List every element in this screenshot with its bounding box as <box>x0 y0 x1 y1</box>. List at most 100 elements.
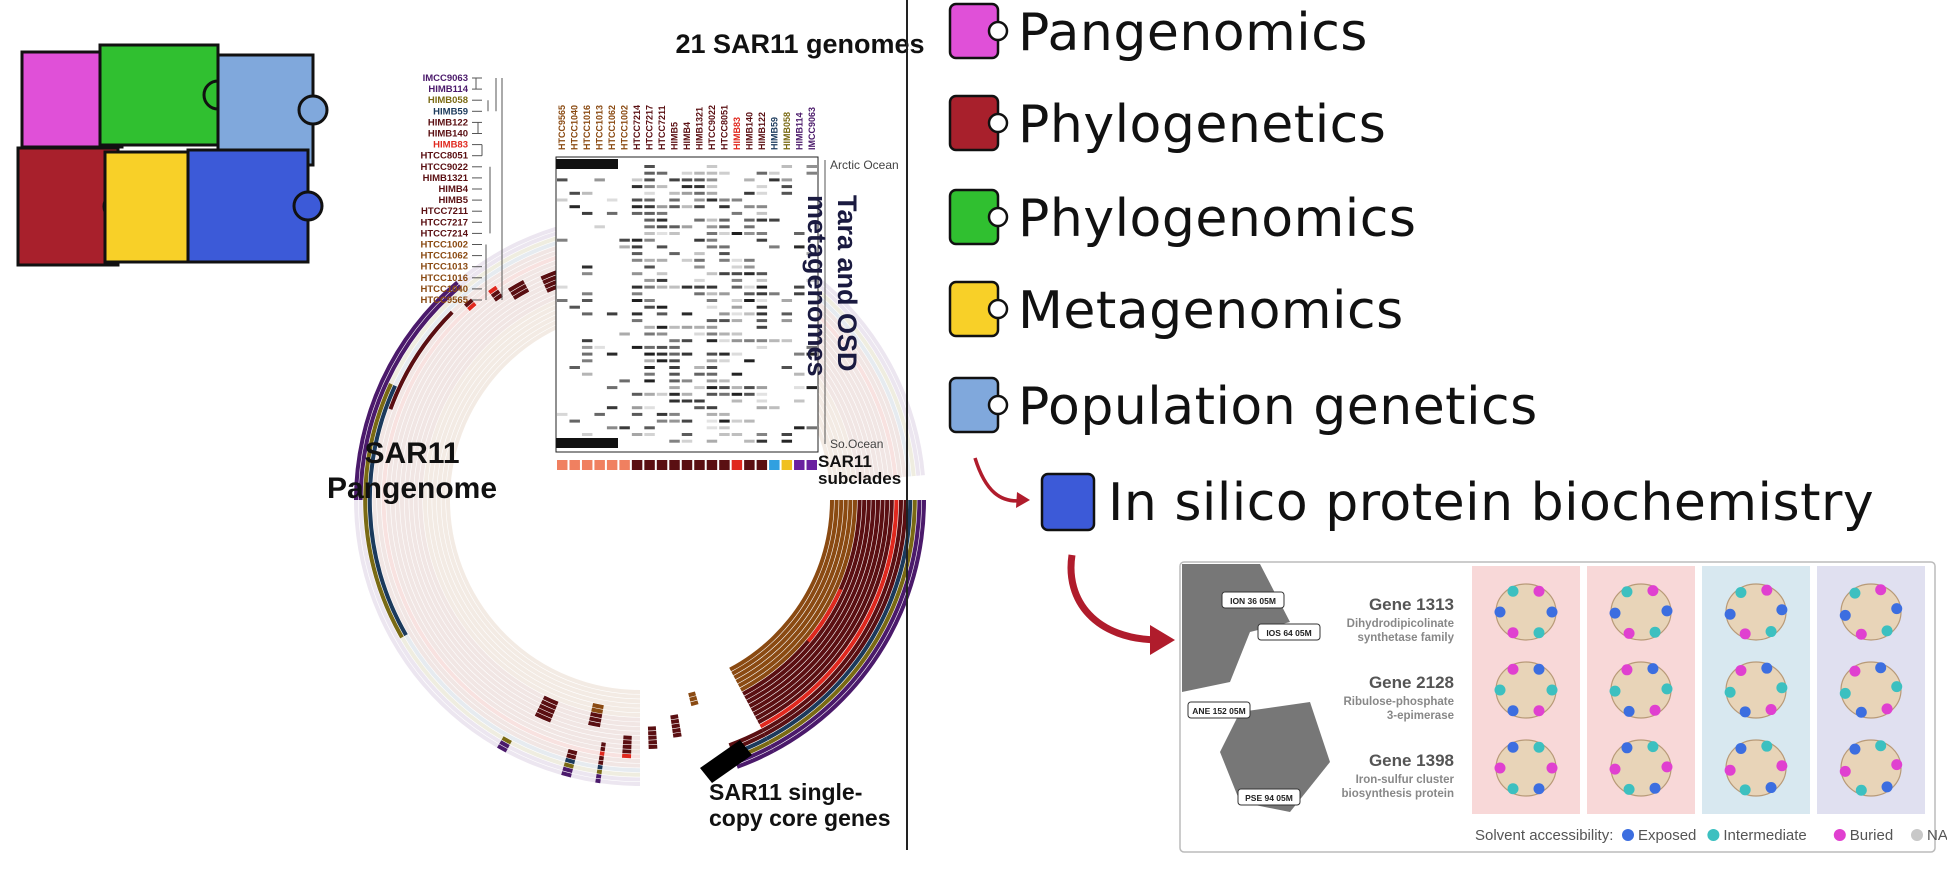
subclade-cell <box>606 460 618 470</box>
heatmap-cell <box>719 312 730 316</box>
heatmap-cell <box>631 312 643 316</box>
heatmap-cell <box>706 299 718 302</box>
heatmap-cell <box>656 225 668 229</box>
residue-sphere <box>1661 683 1673 695</box>
residue-sphere <box>1507 627 1519 639</box>
heatmap-cell <box>644 198 655 202</box>
heatmap-cell <box>731 285 743 289</box>
heatmap-cell <box>694 366 705 369</box>
residue-sphere <box>1621 742 1633 754</box>
heatmap-cell <box>719 392 730 396</box>
residue-sphere <box>1533 741 1545 753</box>
heatmap-cell <box>606 211 618 215</box>
heatmap-cell <box>756 218 768 222</box>
heatmap-cell <box>669 412 680 416</box>
pangenome-block <box>622 749 632 754</box>
heatmap-cell <box>681 392 693 396</box>
heatmap-cell <box>681 171 693 175</box>
heatmap-cell <box>631 319 643 323</box>
pangenome-block <box>490 289 501 298</box>
southern-ocean-label: So.Ocean <box>830 437 883 451</box>
gene-description: synthetase family <box>1357 632 1454 644</box>
subclades-label: SAR11 subclades <box>818 452 901 488</box>
heatmap-cell <box>669 372 680 376</box>
residue-sphere <box>1739 706 1751 718</box>
heatmap-cell <box>744 258 755 262</box>
heatmap-cell <box>694 372 705 376</box>
heatmap-cell <box>781 185 793 189</box>
heatmap-cell <box>806 426 817 430</box>
heatmap-cell <box>631 412 643 416</box>
heatmap-cell <box>669 252 680 256</box>
residue-sphere <box>1776 604 1788 616</box>
heatmap-cell <box>644 278 655 282</box>
genome-label: HIMB058 <box>428 95 468 106</box>
subclade-cell <box>794 460 805 470</box>
genome-label: HTCC1013 <box>420 262 468 273</box>
heatmap-cell <box>669 191 680 195</box>
heatmap-cell <box>719 433 730 436</box>
pangenome-title: SAR11 Pangenome <box>327 437 497 505</box>
column-genome-label: HTCC1040 <box>570 105 580 150</box>
pangenome-block <box>748 500 876 708</box>
heatmap-cell <box>669 366 680 369</box>
column-genome-label: HIMB058 <box>782 112 792 150</box>
protein-structure-panel: ION 36 05M IOS 64 05M ANE 152 05M PSE 94 05… <box>1179 561 1947 853</box>
heatmap-cell <box>794 399 805 403</box>
pangenome-block <box>540 270 558 281</box>
heatmap-cell <box>631 258 643 262</box>
heatmap-cell <box>781 312 793 316</box>
pangenome-block <box>737 500 853 688</box>
residue-sphere <box>1546 762 1558 774</box>
heatmap-cell <box>706 171 718 175</box>
heatmap-cell <box>719 232 730 235</box>
accessibility-label: Exposed <box>1638 827 1696 844</box>
pangenome-block <box>536 707 554 719</box>
residue-sphere <box>1533 627 1545 639</box>
genome-label: HIMB122 <box>428 117 468 128</box>
heatmap-cell <box>581 352 593 356</box>
heatmap-cell <box>719 339 730 343</box>
pangenome-block <box>735 500 848 684</box>
residue-sphere <box>1735 586 1747 598</box>
residue-sphere <box>1533 705 1545 717</box>
residue-sphere <box>1765 704 1777 716</box>
residue-sphere <box>1839 687 1851 699</box>
subclade-cell <box>744 460 755 470</box>
pangenome-block <box>588 720 601 728</box>
gene-description: 3-epimerase <box>1387 710 1454 722</box>
heatmap-cell <box>781 366 793 369</box>
subclade-cell <box>681 460 693 470</box>
genome-label: HTCC9022 <box>420 162 468 173</box>
heatmap-cell <box>756 345 768 349</box>
heatmap-cell <box>644 345 655 349</box>
heatmap-cell <box>644 285 655 289</box>
pangenome-block <box>736 748 775 769</box>
subclade-cell <box>806 460 817 470</box>
heatmap-cell <box>706 238 718 242</box>
genome-label: HIMB114 <box>428 84 468 95</box>
heatmap-cell <box>706 245 718 249</box>
heatmap-cell <box>719 218 730 222</box>
pangenome-block <box>596 769 603 775</box>
heatmap-cell <box>756 433 768 436</box>
heatmap-cell <box>719 245 730 249</box>
heatmap-cell <box>756 278 768 282</box>
heatmap-cell <box>681 285 693 289</box>
residue-sphere <box>1881 781 1893 793</box>
legend-item-phylogenetics: Phylogenetics <box>1018 95 1386 155</box>
heatmap-cell <box>656 258 668 262</box>
heatmap-cell <box>719 205 730 209</box>
pangenome-block <box>622 740 632 745</box>
heatmap-cell <box>656 305 668 309</box>
heatmap-cell <box>656 232 668 235</box>
heatmap-cell <box>744 419 755 423</box>
heatmap-cell <box>631 292 643 296</box>
heatmap-cell <box>594 345 605 349</box>
core-genes-marker <box>700 740 752 783</box>
genome-label: HIMB83 <box>433 140 468 151</box>
pangenome-block <box>512 288 530 300</box>
genome-dendrogram: IMCC9063HIMB114HIMB058HIMB59HIMB122HIMB1… <box>420 73 503 306</box>
residue-sphere <box>1761 662 1773 674</box>
